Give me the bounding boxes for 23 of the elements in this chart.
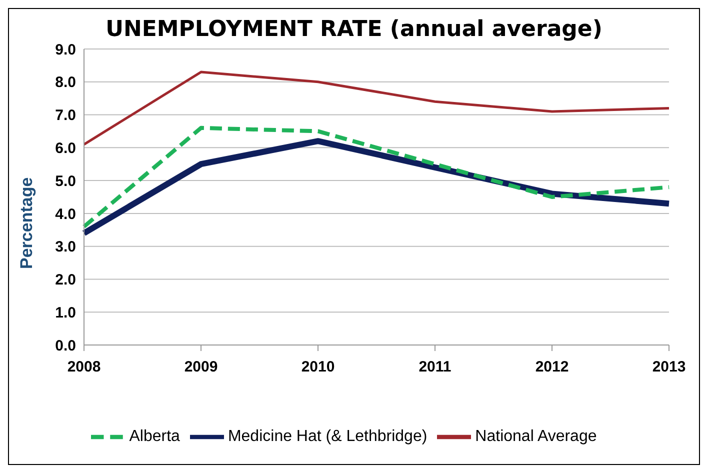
line-series [82,70,670,146]
y-tick-label: 8.0 [55,74,76,92]
legend-label: Alberta [129,428,180,446]
y-axis-title: Percentage [17,177,37,269]
y-tick-label: 7.0 [55,107,76,124]
x-tick-label: 2012 [535,358,569,376]
x-tick-label: 2008 [67,358,101,376]
line-series [82,126,671,229]
y-tick-label: 5.0 [55,172,76,190]
x-tick-label: 2013 [652,358,686,376]
y-tick-label: 0.0 [55,337,76,354]
x-tick-label: 2010 [301,358,335,376]
y-tick-label: 4.0 [55,206,76,223]
y-tick-label: 3.0 [55,238,76,256]
chart-title: UNEMPLOYMENT RATE (annual average) [104,17,604,42]
legend-label: Medicine Hat (& Lethbridge) [228,428,428,446]
y-tick-label: 9.0 [55,41,76,58]
x-tick-label: 2009 [184,358,218,376]
x-tick-label: 2011 [418,358,452,376]
y-tick-label: 1.0 [55,304,76,322]
y-tick-label: 2.0 [55,272,76,289]
legend-label: National Average [475,428,597,446]
y-tick-label: 6.0 [55,140,76,157]
